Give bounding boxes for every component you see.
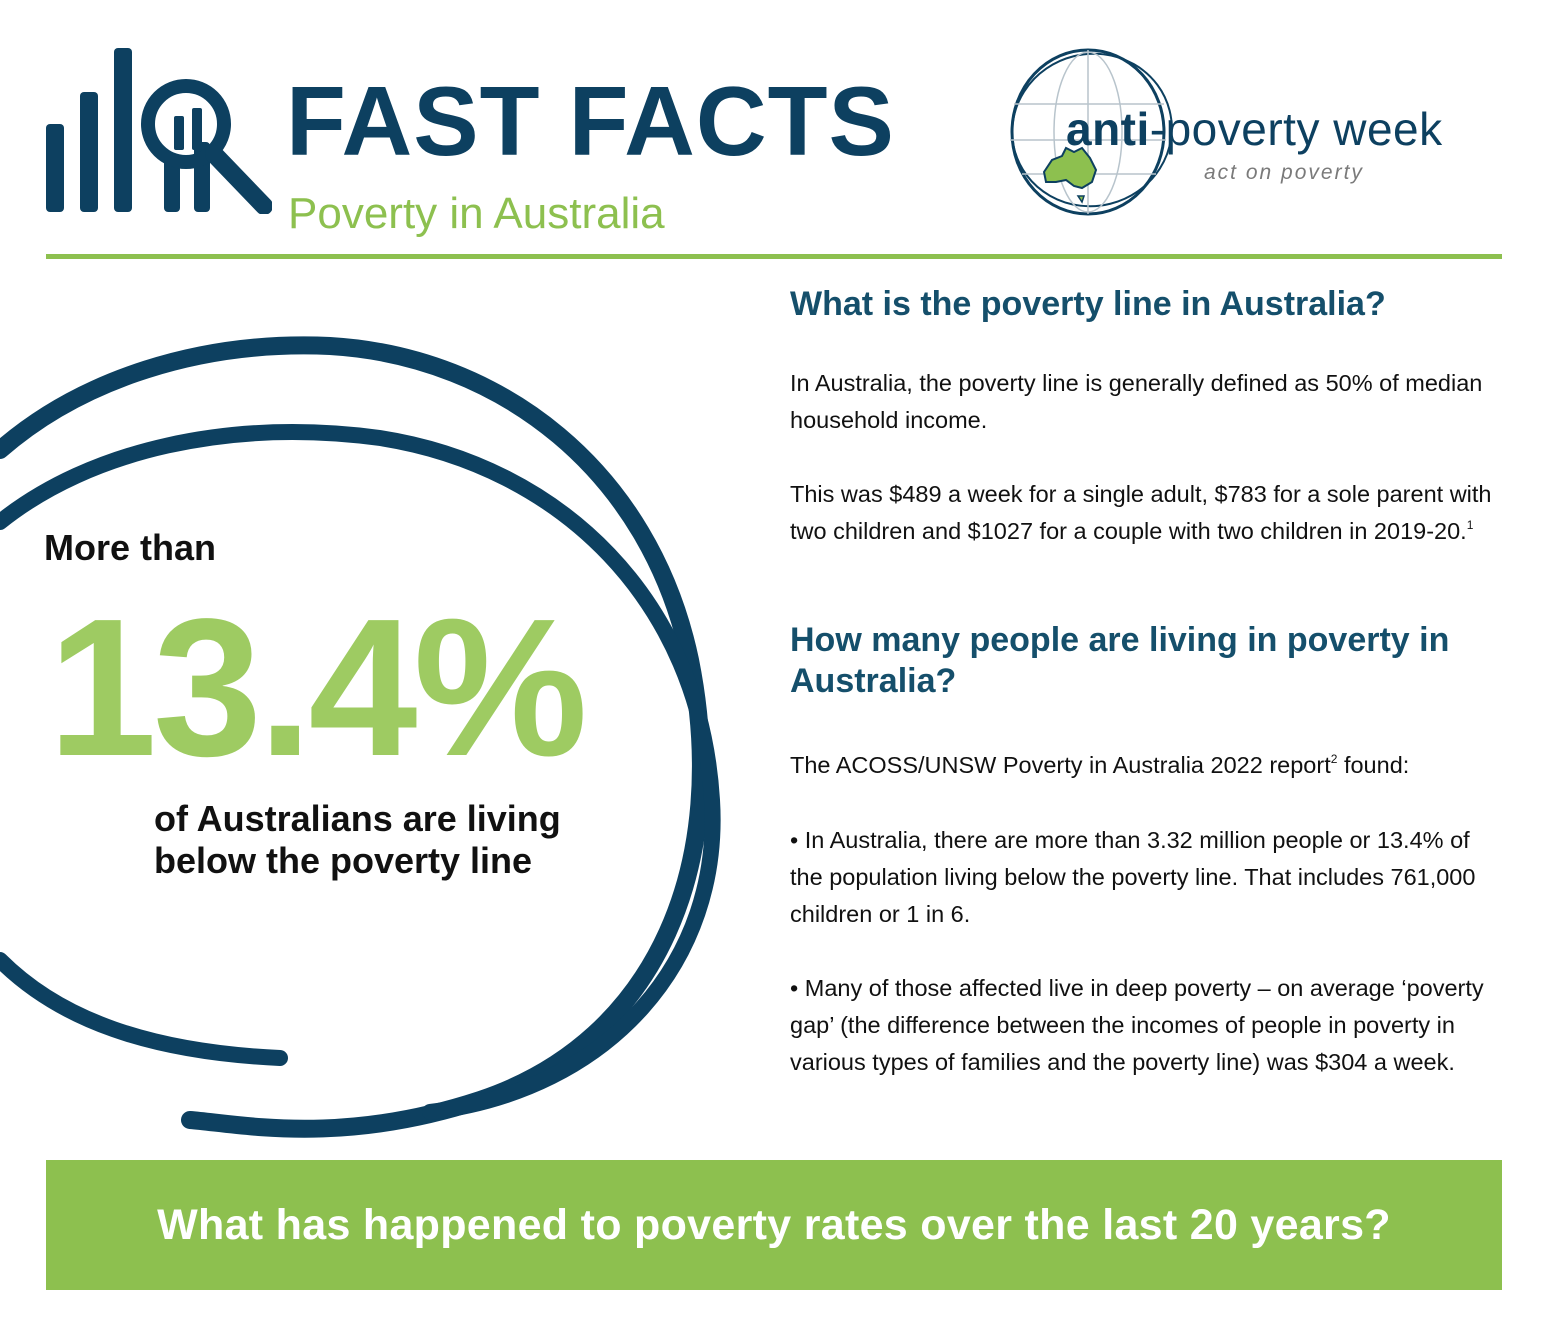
report-intro: The ACOSS/UNSW Poverty in Australia 2022… xyxy=(790,747,1500,784)
logo-word-rest: -poverty week xyxy=(1149,103,1443,155)
poverty-line-definition: In Australia, the poverty line is genera… xyxy=(790,370,1483,433)
bullet-poverty-gap: • Many of those affected live in deep po… xyxy=(790,975,1484,1075)
anti-poverty-week-logo: anti-poverty week act on poverty xyxy=(1000,44,1510,224)
header-divider xyxy=(46,254,1502,259)
globe-australia-icon xyxy=(1010,48,1173,216)
bar-chart-magnifier-icon xyxy=(46,48,272,214)
logo-word-anti: anti xyxy=(1066,103,1150,155)
page-subtitle: Poverty in Australia xyxy=(288,189,665,238)
page-title: FAST FACTS xyxy=(286,66,895,176)
poverty-line-amounts: This was $489 a week for a single adult,… xyxy=(790,476,1500,550)
poverty-line-amounts-text: This was $489 a week for a single adult,… xyxy=(790,481,1492,544)
report-intro-tail: found: xyxy=(1337,752,1410,778)
stat-caption: of Australians are living below the pove… xyxy=(154,798,561,882)
report-intro-text: The ACOSS/UNSW Poverty in Australia 2022… xyxy=(790,752,1331,778)
footnote-ref-1: 1 xyxy=(1466,518,1474,532)
bullet-people-below-line: • In Australia, there are more than 3.32… xyxy=(790,827,1476,927)
footnote-ref-2: 2 xyxy=(1330,752,1338,766)
stat-value: 13.4% xyxy=(48,578,588,797)
logo-wordmark: anti-poverty week xyxy=(1066,106,1443,152)
section-heading-people-in-poverty: How many people are living in poverty in… xyxy=(790,621,1450,700)
section-heading-poverty-line: What is the poverty line in Australia? xyxy=(790,285,1386,323)
hand-drawn-circle-decoration xyxy=(0,336,721,1138)
footer-banner-text: What has happened to poverty rates over … xyxy=(157,1200,1391,1249)
footer-banner: What has happened to poverty rates over … xyxy=(46,1160,1502,1290)
stat-prefix: More than xyxy=(44,527,217,568)
logo-tagline: act on poverty xyxy=(1204,161,1364,184)
